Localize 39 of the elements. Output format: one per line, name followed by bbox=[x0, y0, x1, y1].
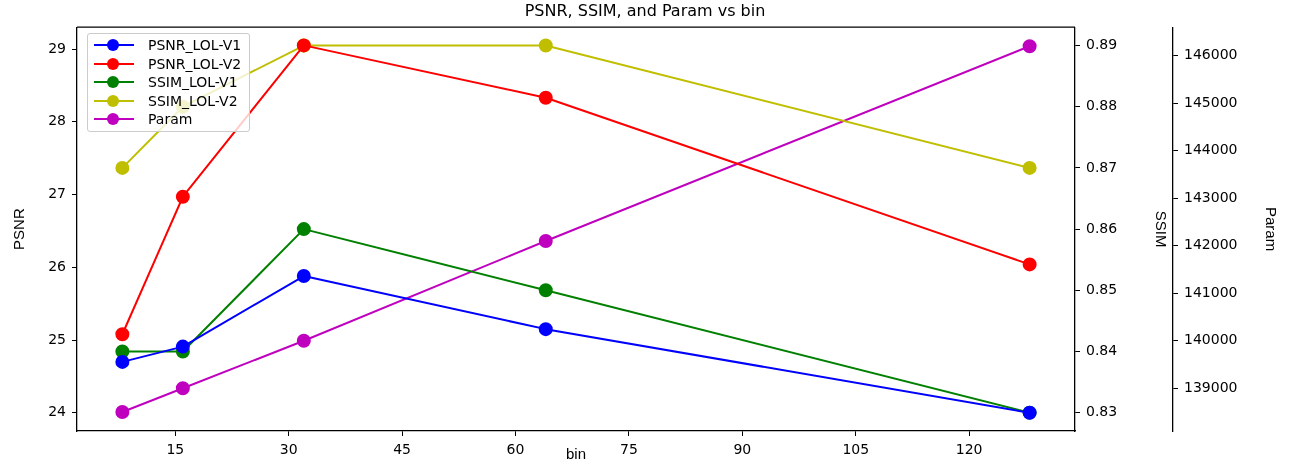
y2-tick-label: 0.89 bbox=[1086, 36, 1118, 53]
y3-tick-label: 146000 bbox=[1184, 46, 1238, 63]
legend-label: Param bbox=[148, 110, 193, 129]
chart-title: PSNR, SSIM, and Param vs bin bbox=[524, 0, 766, 20]
y2-tick-label: 0.84 bbox=[1086, 342, 1118, 359]
x-tick-label: 45 bbox=[393, 441, 412, 458]
x-tick-label: 120 bbox=[955, 441, 983, 458]
x-tick-label: 75 bbox=[620, 441, 638, 458]
x-tick-label: 105 bbox=[842, 441, 870, 458]
y-tick-label: 29 bbox=[48, 39, 66, 56]
y-tick-label: 27 bbox=[48, 185, 66, 202]
legend-label: SSIM_LOL-V2 bbox=[148, 91, 238, 111]
y2-tick-label: 0.88 bbox=[1086, 97, 1118, 114]
y2-tick-label: 0.86 bbox=[1086, 219, 1118, 236]
y3-tick-label: 141000 bbox=[1184, 283, 1238, 300]
y2-tick-label: 0.85 bbox=[1086, 280, 1118, 297]
y3-tick-label: 144000 bbox=[1184, 141, 1238, 158]
x-tick-label: 60 bbox=[506, 441, 525, 458]
y3-tick-label: 140000 bbox=[1184, 331, 1238, 348]
y3-tick-label: 145000 bbox=[1184, 93, 1238, 110]
y2-tick-label: 0.87 bbox=[1086, 158, 1118, 175]
legend-label: PSNR_LOL-V1 bbox=[148, 36, 242, 55]
x-tick-label: 15 bbox=[166, 441, 185, 458]
x-tick-label: 30 bbox=[279, 441, 298, 458]
legend-label: SSIM_LOL-V1 bbox=[148, 73, 238, 92]
y-tick-label: 25 bbox=[48, 330, 66, 347]
y3-tick-label: 142000 bbox=[1184, 236, 1238, 253]
y3-axis-title: Param bbox=[1262, 207, 1280, 252]
y-tick-label: 26 bbox=[48, 257, 67, 274]
y-tick-label: 28 bbox=[48, 112, 66, 129]
y3-tick-label: 143000 bbox=[1184, 188, 1238, 205]
x-axis-title: bin bbox=[565, 445, 587, 463]
x-tick-label: 90 bbox=[733, 441, 752, 458]
y2-tick-label: 0.83 bbox=[1086, 403, 1118, 420]
y-tick-label: 24 bbox=[48, 403, 67, 420]
y2-axis-title: SSIM bbox=[1152, 210, 1170, 248]
y3-tick-label: 139000 bbox=[1184, 378, 1238, 395]
legend-label: PSNR_LOL-V2 bbox=[148, 54, 242, 74]
y-axis-title: PSNR bbox=[10, 208, 28, 250]
